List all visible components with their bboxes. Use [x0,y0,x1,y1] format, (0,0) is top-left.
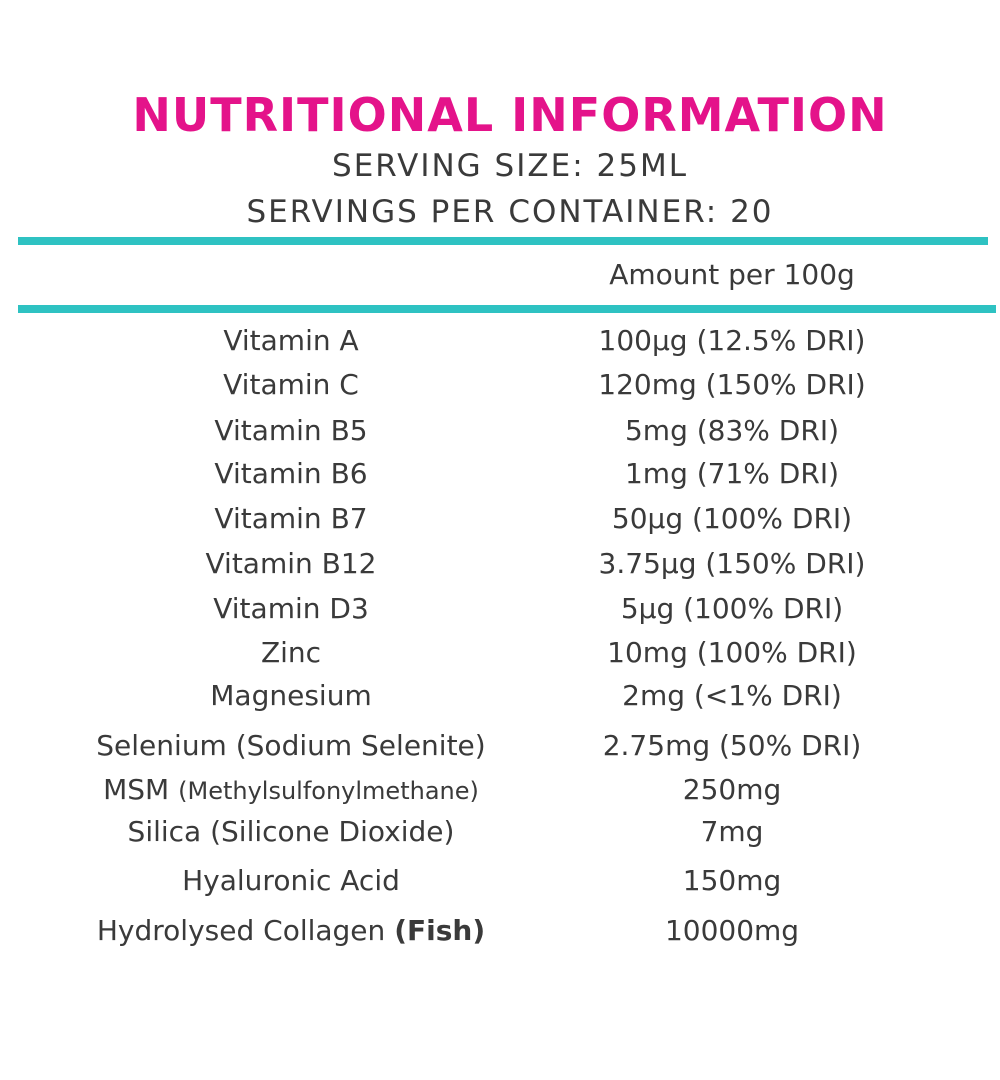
header-divider [18,305,996,313]
nutrient-name: Vitamin B12 [205,547,377,580]
table-row: Magnesium 2mg (<1% DRI) [0,679,1000,723]
table-row: Vitamin B7 50µg (100% DRI) [0,502,1000,546]
nutrient-name-full: (Methylsulfonylmethane) [178,777,479,805]
nutrient-name: Silica (Silicone Dioxide) [127,815,455,848]
nutrient-amount: 5µg (100% DRI) [620,592,844,625]
table-row: Zinc 10mg (100% DRI) [0,636,1000,680]
nutrient-name-main: Hydrolysed Collagen [96,914,386,947]
nutrient-name: Vitamin A [223,324,359,357]
table-row: Silica (Silicone Dioxide) 7mg [0,815,1000,859]
nutrient-amount: 10000mg [664,914,800,947]
nutrient-amount: 1mg (71% DRI) [624,457,840,490]
nutrient-name: Vitamin B5 [214,414,368,447]
table-row: Hyaluronic Acid 150mg [0,864,1000,908]
table-row: Vitamin C 120mg (150% DRI) [0,368,1000,412]
nutrient-name: MSM (Methylsulfonylmethane) [40,773,542,806]
nutrient-amount: 100µg (12.5% DRI) [598,324,866,357]
table-row: Vitamin D3 5µg (100% DRI) [0,592,1000,636]
table-row: Vitamin A 100µg (12.5% DRI) [0,324,1000,368]
nutrient-name: Hydrolysed Collagen (Fish) [40,914,542,947]
nutrient-amount: 50µg (100% DRI) [611,502,853,535]
nutrient-name: Magnesium [210,679,372,712]
nutrient-amount: 7mg [700,815,764,848]
nutrient-amount: 3.75µg (150% DRI) [598,547,866,580]
table-row: Vitamin B6 1mg (71% DRI) [0,457,1000,501]
nutrient-name: Vitamin C [223,368,359,401]
nutrient-name: Vitamin D3 [213,592,369,625]
table-row: Selenium (Sodium Selenite) 2.75mg (50% D… [0,729,1000,773]
column-header-amount: Amount per 100g [609,258,855,291]
nutrient-amount: 250mg [682,773,782,806]
nutrient-amount: 120mg (150% DRI) [598,368,866,401]
table-row: Vitamin B12 3.75µg (150% DRI) [0,547,1000,591]
nutrient-name: Selenium (Sodium Selenite) [96,729,486,762]
nutrient-amount: 150mg [682,864,782,897]
table-row: MSM (Methylsulfonylmethane) 250mg [0,773,1000,817]
nutrient-name-abbr: MSM [103,773,170,806]
nutrient-name: Hyaluronic Acid [182,864,400,897]
serving-size: SERVING SIZE: 25ML [332,148,688,184]
table-row: Hydrolysed Collagen (Fish) 10000mg [0,914,1000,958]
allergen-label: (Fish) [394,914,486,947]
nutrient-name: Zinc [260,636,322,669]
nutrient-name: Vitamin B6 [214,457,368,490]
page-title: NUTRITIONAL INFORMATION [132,88,888,142]
nutrient-amount: 2mg (<1% DRI) [622,679,842,712]
servings-per-container: SERVINGS PER CONTAINER: 20 [246,194,774,230]
nutrient-name: Vitamin B7 [214,502,368,535]
table-row: Vitamin B5 5mg (83% DRI) [0,414,1000,458]
top-divider [18,237,988,245]
nutrient-amount: 10mg (100% DRI) [607,636,857,669]
nutrient-amount: 2.75mg (50% DRI) [602,729,862,762]
nutrient-amount: 5mg (83% DRI) [624,414,840,447]
